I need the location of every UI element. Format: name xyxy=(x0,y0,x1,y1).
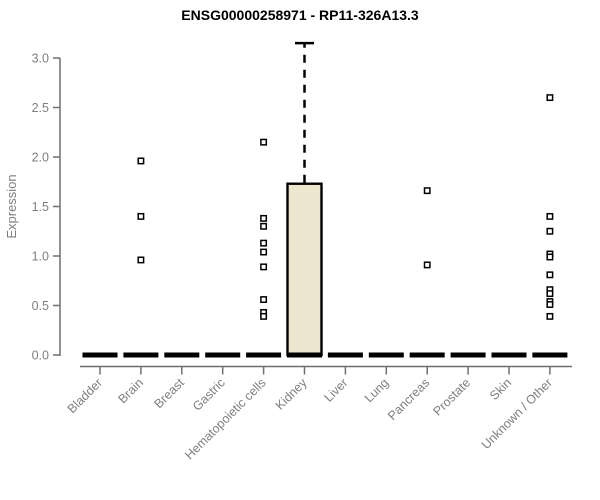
outlier-point-pancreas xyxy=(423,261,431,269)
x-tick-label-breast: Breast xyxy=(151,375,187,411)
y-tick-label: 0.0 xyxy=(32,349,49,363)
median-dash-skin xyxy=(491,352,527,358)
median-dash-hematopoietic-cells xyxy=(246,352,282,358)
outlier-point-unknown-other xyxy=(546,271,554,279)
outlier-point-hematopoietic-cells xyxy=(260,214,268,222)
box-kidney xyxy=(286,182,323,357)
y-tick-label: 3.0 xyxy=(32,52,49,66)
outlier-point-hematopoietic-cells xyxy=(260,263,268,271)
outlier-point-unknown-other xyxy=(546,227,554,235)
median-dash-lung xyxy=(368,352,404,358)
median-dash-brain xyxy=(123,352,159,358)
median-dash-liver xyxy=(327,352,363,358)
x-tick-label-pancreas: Pancreas xyxy=(385,376,432,423)
median-dash-bladder xyxy=(82,352,118,358)
median-dash-gastric xyxy=(205,352,241,358)
outlier-point-pancreas xyxy=(423,187,431,195)
x-tick-label-liver: Liver xyxy=(321,376,350,405)
x-tick-label-gastric: Gastric xyxy=(190,376,228,414)
x-tick-label-hematopoietic-cells: Hematopoietic cells xyxy=(182,376,269,463)
outlier-point-unknown-other xyxy=(546,301,554,308)
outlier-point-unknown-other xyxy=(546,94,554,102)
outlier-point-unknown-other xyxy=(546,290,554,298)
y-tick-label: 2.0 xyxy=(32,151,49,165)
x-tick-label-prostate: Prostate xyxy=(430,376,473,419)
outlier-point-hematopoietic-cells xyxy=(260,312,268,320)
y-tick-label: 1.5 xyxy=(32,200,49,214)
median-dash-unknown-other xyxy=(532,352,568,358)
x-tick-label-unknown-other: Unknown / Other xyxy=(479,376,555,452)
outlier-point-brain xyxy=(137,212,145,220)
x-tick-label-lung: Lung xyxy=(362,376,392,406)
outlier-point-hematopoietic-cells xyxy=(260,138,268,146)
outlier-point-hematopoietic-cells xyxy=(260,296,268,304)
outlier-point-hematopoietic-cells xyxy=(260,248,268,256)
x-tick-label-kidney: Kidney xyxy=(273,375,310,412)
outlier-point-brain xyxy=(137,256,145,264)
median-dash-kidney xyxy=(287,352,322,358)
y-tick-label: 2.5 xyxy=(32,101,49,115)
median-dash-pancreas xyxy=(409,352,445,358)
x-tick-label-skin: Skin xyxy=(487,376,514,403)
median-dash-breast xyxy=(164,352,200,358)
outlier-point-brain xyxy=(137,157,145,165)
median-dash-prostate xyxy=(450,352,486,358)
y-axis-label: Expression xyxy=(4,174,19,238)
outlier-point-unknown-other xyxy=(546,212,554,220)
outlier-point-unknown-other xyxy=(546,253,554,261)
chart-title: ENSG00000258971 - RP11-326A13.3 xyxy=(181,7,419,23)
y-tick-label: 1.0 xyxy=(32,250,49,264)
outlier-point-hematopoietic-cells xyxy=(260,222,268,230)
outlier-point-hematopoietic-cells xyxy=(260,239,268,247)
y-tick-label: 0.5 xyxy=(32,299,49,313)
x-tick-label-brain: Brain xyxy=(115,376,146,407)
outlier-point-unknown-other xyxy=(546,312,554,320)
x-tick-label-bladder: Bladder xyxy=(65,376,105,416)
